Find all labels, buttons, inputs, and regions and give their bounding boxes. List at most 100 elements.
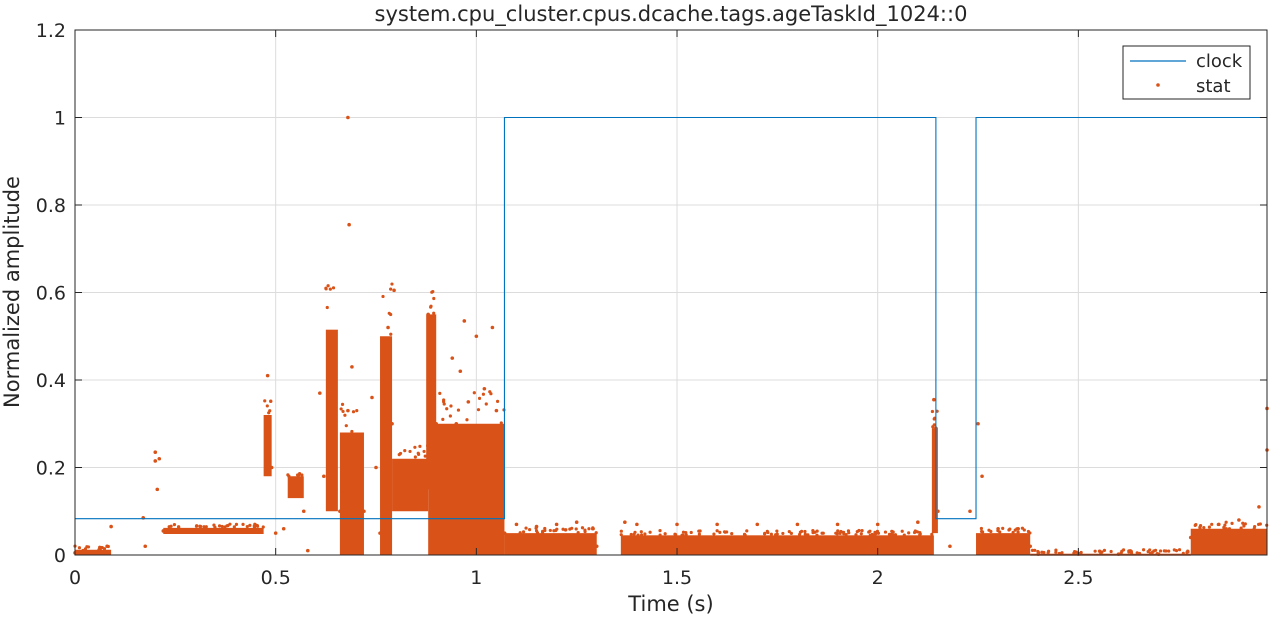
stat-point	[643, 532, 647, 536]
stat-point	[639, 530, 643, 534]
stat-point	[1054, 550, 1058, 554]
stat-point	[1016, 526, 1020, 531]
stat-point	[454, 421, 459, 426]
stat-point	[979, 526, 984, 531]
stat-point	[524, 526, 528, 530]
stat-point	[245, 524, 249, 529]
stat-point	[355, 409, 359, 413]
stat-point	[1237, 518, 1241, 522]
stat-point	[1202, 525, 1206, 530]
stat-point	[1198, 525, 1202, 529]
stat-point	[153, 459, 158, 463]
stat-point	[806, 533, 810, 537]
stat-point	[918, 532, 922, 536]
stat-point	[410, 487, 414, 492]
stat-band	[504, 533, 597, 555]
stat-point	[442, 402, 446, 406]
stat-point	[948, 544, 952, 549]
stat-point	[680, 533, 684, 537]
stat-point	[476, 408, 481, 412]
stat-point	[900, 529, 904, 533]
stat-point	[1252, 527, 1256, 531]
stat-point	[803, 529, 807, 534]
stat-point	[161, 529, 166, 533]
stat-point	[423, 454, 427, 458]
stat-band	[163, 527, 264, 534]
stat-point	[474, 334, 479, 339]
stat-point	[328, 287, 332, 291]
stat-point	[574, 527, 578, 531]
stat-point	[434, 421, 439, 426]
stat-point	[388, 356, 392, 360]
x-tick-label: 0	[69, 567, 81, 589]
stat-point	[674, 533, 678, 537]
stat-point	[980, 474, 984, 479]
stat-point	[968, 509, 972, 514]
stat-point	[430, 378, 434, 382]
stat-point	[930, 532, 934, 536]
clock-line	[75, 116, 1267, 520]
stat-point	[482, 386, 487, 391]
stat-point	[347, 222, 351, 227]
stat-point	[534, 524, 539, 529]
stat-point	[912, 530, 917, 535]
stat-point	[362, 509, 366, 514]
stat-point	[883, 530, 888, 534]
stat-point	[330, 421, 334, 426]
stat-point	[745, 529, 749, 533]
stat-point	[344, 424, 348, 428]
stat-point	[857, 528, 861, 533]
stat-point	[890, 529, 894, 533]
stat-point	[389, 332, 393, 336]
stat-point	[248, 523, 252, 527]
stat-point	[795, 522, 800, 527]
stat-point	[502, 531, 507, 535]
stat-point	[389, 312, 393, 317]
stat-point	[445, 407, 449, 411]
stat-point	[836, 529, 840, 533]
stat-point	[228, 522, 232, 526]
stat-point	[402, 474, 406, 479]
stat-point	[339, 407, 343, 411]
stat-point	[293, 491, 298, 496]
stat-point	[466, 400, 471, 404]
stat-point	[326, 284, 330, 288]
stat-point	[472, 391, 476, 395]
stat-point	[403, 448, 407, 453]
stat-point	[730, 532, 734, 536]
stat-point	[1243, 522, 1247, 526]
stat-point	[932, 397, 936, 402]
stat-point	[591, 527, 595, 531]
stat-point	[636, 533, 640, 537]
stat-band	[325, 329, 338, 512]
stat-point	[1207, 525, 1211, 529]
stat-point	[619, 533, 623, 537]
stat-point	[902, 533, 906, 537]
stat-point	[1230, 521, 1234, 525]
stat-band	[1190, 528, 1267, 555]
y-tick-label: 1	[54, 108, 66, 130]
stat-point	[715, 522, 719, 527]
stat-point	[328, 330, 332, 334]
legend: clock stat	[1122, 45, 1251, 100]
stat-band	[426, 314, 437, 490]
legend-box	[1122, 45, 1251, 100]
stat-band	[392, 458, 429, 512]
stat-point	[495, 399, 500, 404]
stat-point	[561, 527, 565, 531]
stat-point	[389, 287, 393, 291]
stat-point	[528, 527, 532, 532]
stat-point	[418, 465, 422, 470]
stat-point	[769, 532, 773, 536]
stat-point	[432, 396, 436, 400]
stat-point	[847, 531, 851, 535]
stat-point	[976, 421, 980, 426]
stat-point	[241, 522, 245, 526]
stat-point	[875, 522, 880, 527]
stat-point	[267, 456, 272, 461]
stat-point	[815, 529, 819, 533]
stat-point	[1028, 544, 1033, 549]
clock-series	[75, 116, 1267, 520]
stat-point	[698, 529, 702, 533]
stat-point	[1060, 551, 1064, 555]
